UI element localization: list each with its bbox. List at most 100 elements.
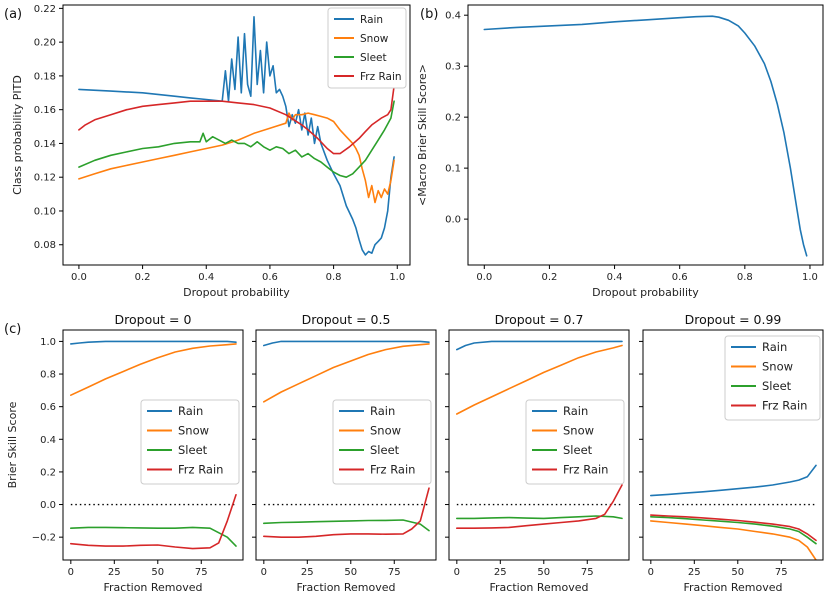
- series-line-rain: [262, 340, 430, 347]
- y-tick-label: 0.1: [445, 164, 461, 175]
- series-line-frz-rain: [649, 514, 817, 542]
- y-axis-label: Class probability PITD: [11, 75, 24, 195]
- x-axis-label: Dropout probability: [592, 286, 699, 299]
- legend-label: Frz Rain: [370, 463, 415, 477]
- legend-label: Sleet: [563, 443, 593, 457]
- y-tick-label: 0.18: [34, 71, 56, 82]
- legend-label: Snow: [178, 424, 209, 438]
- x-tick-label: 75: [775, 567, 788, 578]
- chart-c2: Dropout = 0.5 0 25 50 75 Fraction Removed Rain…: [252, 312, 437, 593]
- series-line-frz-rain: [262, 487, 430, 539]
- series-line-rain: [455, 340, 623, 351]
- chart-title: Dropout = 0: [115, 312, 192, 327]
- legend-box: [525, 399, 625, 485]
- x-tick-label: 50: [537, 567, 550, 578]
- x-tick-label: 25: [494, 567, 507, 578]
- legend-box: [332, 399, 432, 485]
- legend-label: Sleet: [178, 443, 208, 457]
- x-tick-label: 0.0: [71, 272, 87, 283]
- x-tick-label: 75: [195, 567, 208, 578]
- legend-label: Sleet: [762, 379, 792, 393]
- x-tick-label: 0.8: [326, 272, 342, 283]
- series-line-frz-rain: [70, 493, 237, 550]
- series-line-sleet: [70, 526, 237, 547]
- plot-frame: [642, 329, 824, 561]
- x-tick-label: 1.0: [802, 272, 818, 283]
- y-tick-label: 0.4: [40, 435, 56, 446]
- x-tick-label: 0.6: [262, 272, 278, 283]
- y-tick-label: 0.2: [40, 467, 56, 478]
- panel-label: (a): [4, 7, 22, 22]
- x-tick-label: 50: [731, 567, 744, 578]
- chart-a: (a) 0.0 0.2 0.4 0.6 0.8 1.0 0.08 0.10 0.12 0.14 0.1…: [4, 4, 411, 299]
- chart-title: Dropout = 0.99: [685, 312, 782, 327]
- y-tick-label: 0.22: [34, 4, 56, 15]
- y-tick-label: 0.16: [34, 105, 56, 116]
- y-tick-label: 0.0: [445, 215, 461, 226]
- x-tick-label: 25: [301, 567, 314, 578]
- y-tick-label: 0.6: [40, 402, 56, 413]
- x-tick-label: 0.0: [476, 272, 492, 283]
- x-tick-label: 0.6: [672, 272, 688, 283]
- legend-label: Sleet: [360, 52, 387, 64]
- legend-box: [327, 7, 407, 89]
- legend-label: Rain: [370, 404, 395, 418]
- x-tick-label: 25: [108, 567, 121, 578]
- x-axis-label: Fraction Removed: [489, 581, 588, 593]
- x-tick-label: 0: [261, 567, 267, 578]
- legend: Rain Snow Sleet Frz Rain: [525, 399, 625, 485]
- plot-frame: [467, 4, 824, 266]
- legend-label: Snow: [762, 360, 793, 374]
- chart-b: (b) 0.0 0.2 0.4 0.6 0.8 1.0 0.0 0.1 0.2 0.3 0.4 Drop…: [416, 4, 824, 299]
- x-tick-label: 75: [388, 567, 401, 578]
- series-line-snow: [78, 112, 395, 204]
- legend-label: Snow: [360, 33, 389, 45]
- legend-label: Rain: [360, 14, 383, 26]
- panel-label: (c): [4, 322, 21, 337]
- plot-frame: [448, 329, 630, 561]
- x-tick-label: 25: [688, 567, 701, 578]
- legend-box: [724, 335, 821, 421]
- x-axis-label: Fraction Removed: [296, 581, 395, 593]
- legend-label: Frz Rain: [563, 463, 608, 477]
- series-line-rain: [70, 340, 237, 345]
- plot-frame: [62, 329, 244, 561]
- series-line-sleet: [78, 100, 395, 178]
- x-tick-label: 0.2: [541, 272, 557, 283]
- x-tick-label: 50: [151, 567, 164, 578]
- x-tick-label: 0.2: [135, 272, 151, 283]
- legend-label: Snow: [370, 424, 401, 438]
- series-line-snow: [649, 520, 817, 560]
- x-tick-label: 0.4: [607, 272, 623, 283]
- x-axis-label: Fraction Removed: [683, 581, 782, 593]
- y-tick-label: 0.08: [34, 240, 56, 251]
- plot-frame: [62, 4, 411, 266]
- series-line-macro: [483, 15, 808, 257]
- legend-label: Frz Rain: [762, 399, 807, 413]
- y-axis-label: <Macro Brier Skill Score>: [416, 64, 429, 206]
- chart-c4: Dropout = 0.99 0 25 50 75 Fraction Removed Rai…: [639, 312, 824, 593]
- series-line-rain: [649, 464, 817, 497]
- legend-label: Rain: [563, 404, 588, 418]
- legend-label: Sleet: [370, 443, 400, 457]
- series-line-rain: [78, 15, 395, 256]
- series-line-sleet: [262, 519, 430, 532]
- series-line-frz-rain: [455, 484, 623, 530]
- legend-label: Snow: [563, 424, 594, 438]
- series-line-frz-rain: [78, 85, 395, 155]
- legend-label: Rain: [178, 404, 203, 418]
- chart-c3: Dropout = 0.7 0 25 50 75 Fraction Removed Rain…: [445, 312, 630, 593]
- chart-title: Dropout = 0.7: [495, 312, 584, 327]
- y-tick-label: −0.2: [32, 533, 56, 544]
- legend: Rain Snow Sleet Frz Rain: [327, 7, 407, 89]
- legend-box: [140, 399, 240, 485]
- x-tick-label: 0: [68, 567, 74, 578]
- series-line-snow: [455, 344, 623, 415]
- y-tick-label: 0.10: [34, 206, 56, 217]
- y-tick-label: 0.14: [34, 139, 56, 150]
- x-axis-label: Fraction Removed: [103, 581, 202, 593]
- legend-label: Frz Rain: [178, 463, 223, 477]
- y-tick-label: 0.2: [445, 113, 461, 124]
- y-tick-label: 0.3: [445, 62, 461, 73]
